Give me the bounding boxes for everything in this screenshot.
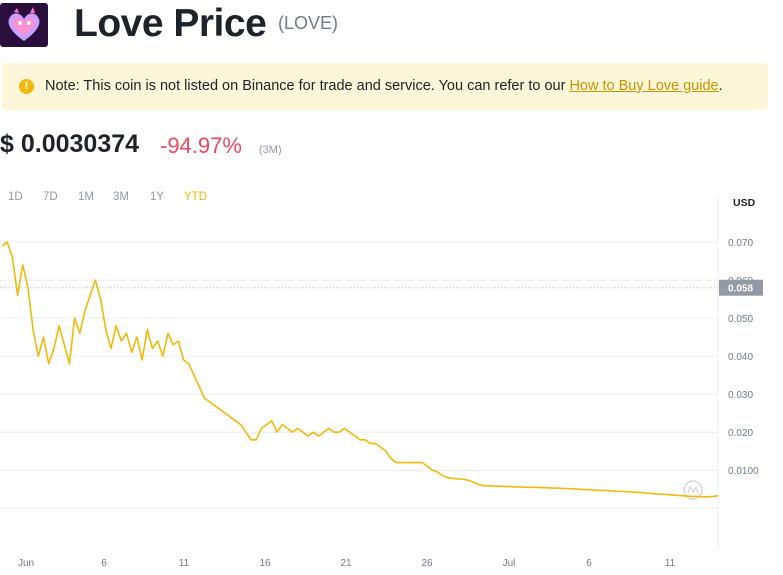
- y-tick-label: 0.070: [728, 238, 753, 249]
- range-tab-3m[interactable]: 3M: [113, 191, 129, 203]
- current-price-tag-label: 0.058: [728, 284, 753, 295]
- range-tab-1y[interactable]: 1Y: [150, 191, 165, 203]
- price-chart-svg[interactable]: USD0.0700.0600.0500.0400.0300.0200.01000…: [0, 195, 783, 575]
- warning-icon: !: [19, 79, 34, 94]
- x-tick-label: Jun: [18, 558, 34, 569]
- note-suffix: .: [718, 78, 723, 94]
- love-coin-logo: [0, 3, 48, 47]
- change-period: (3M): [259, 144, 282, 156]
- currency-label: USD: [733, 197, 756, 209]
- listing-note-banner: ! Note: This coin is not listed on Binan…: [2, 63, 768, 110]
- coin-symbol: (LOVE): [278, 13, 339, 33]
- page-header: Love Price (LOVE): [0, 0, 783, 50]
- y-tick-label: 0.050: [728, 314, 753, 325]
- price-series-line: [1, 241, 719, 498]
- current-price: $ 0.0030374: [0, 130, 140, 158]
- y-tick-label: 0.030: [728, 390, 753, 401]
- price-change: -94.97%: [160, 133, 242, 158]
- range-tab-1m[interactable]: 1M: [78, 191, 94, 203]
- x-tick-label: 21: [340, 558, 352, 569]
- range-tab-7d[interactable]: 7D: [43, 191, 58, 203]
- x-tick-label: 6: [101, 558, 107, 569]
- note-message: Note: This coin is not listed on Binance…: [45, 78, 570, 94]
- price-chart[interactable]: USD0.0700.0600.0500.0400.0300.0200.01000…: [0, 195, 783, 575]
- y-tick-label: 0.020: [728, 428, 753, 439]
- x-tick-label: 6: [586, 558, 592, 569]
- x-tick-label: 16: [259, 558, 271, 569]
- y-tick-label: 0.0100: [728, 466, 759, 477]
- x-tick-label: 26: [421, 558, 433, 569]
- x-tick-label: 11: [665, 558, 676, 569]
- page-title: Love Price: [74, 2, 267, 45]
- coinmarketcap-icon-mark: [687, 485, 699, 494]
- range-tab-ytd[interactable]: YTD: [184, 191, 207, 203]
- y-tick-label: 0.040: [728, 352, 753, 363]
- x-tick-label: Jul: [503, 558, 516, 569]
- range-tab-1d[interactable]: 1D: [8, 191, 23, 203]
- coinmarketcap-icon: [683, 480, 703, 500]
- x-tick-label: 11: [179, 558, 190, 569]
- note-text: Note: This coin is not listed on Binance…: [45, 78, 723, 94]
- how-to-buy-link[interactable]: How to Buy Love guide: [569, 78, 719, 94]
- current-price-tag: [719, 279, 763, 296]
